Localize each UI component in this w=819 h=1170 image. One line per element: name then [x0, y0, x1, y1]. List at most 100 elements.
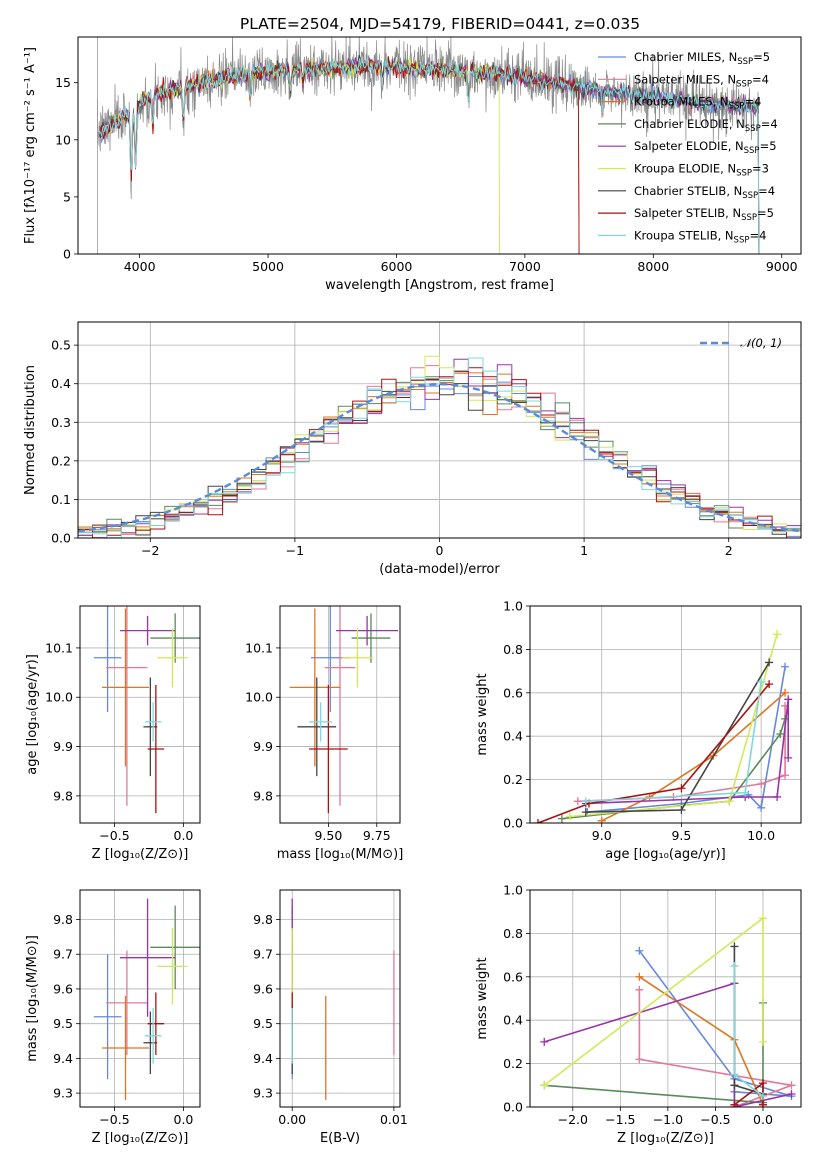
x-tick-label: −0.5 [99, 828, 129, 843]
y-tick-label: 0.8 [503, 642, 523, 657]
y-tick-label: 1.0 [503, 599, 523, 614]
mass-weight-marker [758, 1079, 767, 1088]
mass-weight-marker [741, 788, 750, 797]
legend-label: Chabrier MILES, NSSP=5 [634, 50, 770, 67]
residual-histogram-7 [78, 378, 801, 535]
y-tick-label: 10 [55, 132, 71, 147]
y-tick-label: 10.1 [245, 640, 273, 655]
plot-area [540, 914, 796, 1107]
residual-legend: 𝒩(0, 1) [700, 336, 782, 350]
y-tick-label: 9.8 [53, 912, 73, 927]
residual-histogram-6 [78, 355, 801, 532]
panel-age-vs-mass: 9.50 9.75 9.8 9.9 10.0 10.1 mass [log₁₀(M/M⊙)] [245, 605, 403, 862]
y-tick-label: 9.5 [53, 1016, 73, 1031]
panel-mass-weight-vs-age: 9.0 9.5 10.0 0.0 0.2 0.4 0.6 0.8 1.0 age [log₁₀(a… [475, 599, 802, 862]
y-tick-label: 9.3 [253, 1086, 273, 1101]
residual-histogram-2 [78, 365, 801, 538]
legend-label: Salpeter ELODIE, NSSP=5 [634, 139, 777, 156]
axes-frame: 9.0 9.5 10.0 0.0 0.2 0.4 0.6 0.8 1.0 age [log₁₀(a… [475, 599, 802, 862]
x-axis-label: E(B-V) [320, 1131, 360, 1146]
panel-residuals: −2 −1 0 1 2 0.0 0.1 0.2 0.3 0.4 0.5 (data-model)/er… [23, 321, 802, 577]
normal-reference-curve [78, 382, 801, 533]
mass-weight-marker [540, 1081, 549, 1090]
y-axis-label: mass [log₁₀(M/M⊙)] [25, 935, 40, 1062]
x-tick-label: 0.0 [174, 828, 194, 843]
mass-weight-marker [635, 972, 644, 981]
mass-weight-line-4 [544, 1002, 764, 1104]
y-tick-label: 9.7 [253, 947, 273, 962]
y-tick-label: 0.3 [51, 415, 71, 430]
x-tick-label: 0.0 [174, 1112, 194, 1127]
x-tick-label: 5000 [252, 259, 284, 274]
y-axis-label: mass weight [475, 957, 490, 1039]
axes-border [279, 889, 401, 1108]
mass-weight-marker [581, 808, 590, 817]
axes-border [77, 321, 802, 539]
y-tick-label: 10.0 [245, 690, 273, 705]
x-tick-label: 0.01 [380, 1112, 408, 1127]
x-tick-label: 9.5 [671, 828, 691, 843]
plot-area [96, 37, 760, 254]
mass-weight-marker [758, 1037, 767, 1046]
y-tick-label: 9.8 [53, 788, 73, 803]
mass-weight-marker [540, 1037, 549, 1046]
y-tick-label: 0.8 [503, 926, 523, 941]
legend-label: Chabrier ELODIE, NSSP=4 [634, 117, 778, 134]
y-tick-label: 9.5 [253, 1016, 273, 1031]
mass-weight-marker [765, 658, 774, 667]
y-axis-label: Flux [fλ10⁻¹⁷ erg cm⁻² s⁻¹ A⁻¹] [23, 47, 38, 244]
model-fit-line-2 [98, 58, 760, 254]
legend-label: Kroupa STELIB, NSSP=4 [634, 228, 766, 245]
plot-area [533, 630, 793, 823]
x-axis-label: Z [log₁₀(Z/Z⊙)] [92, 1131, 189, 1146]
plot-area [93, 898, 200, 1101]
axes-border [529, 605, 802, 824]
mass-weight-marker [677, 784, 686, 793]
legend-label: 𝒩(0, 1) [740, 336, 782, 350]
panel-age-vs-Z: −0.5 0.0 9.8 9.9 10.0 10.1 Z [log₁₀(Z/Z⊙)] age … [25, 605, 201, 862]
mass-weight-marker [730, 1100, 739, 1107]
y-tick-label: 0.4 [51, 376, 71, 391]
x-tick-label: −0.5 [700, 1112, 730, 1127]
panel-mass-vs-EBV: 0.00 0.01 9.3 9.4 9.5 9.6 9.7 9.8 E(B-V) [253, 889, 408, 1146]
mass-weight-marker [787, 1089, 796, 1098]
y-tick-label: 9.4 [53, 1051, 73, 1066]
y-tick-label: 0.0 [51, 531, 71, 546]
plot-area [78, 355, 801, 538]
y-tick-label: 10.0 [45, 690, 73, 705]
plot-area [291, 898, 395, 1101]
mass-weight-marker [784, 695, 793, 704]
x-tick-label: −1 [286, 543, 304, 558]
mass-weight-marker [781, 662, 790, 671]
y-tick-label: 9.8 [253, 788, 273, 803]
x-tick-label: −1.5 [605, 1112, 635, 1127]
mass-weight-marker [773, 630, 782, 639]
axes-border [529, 889, 802, 1108]
y-tick-label: 9.8 [253, 912, 273, 927]
mass-weight-line-1 [587, 666, 786, 813]
axes-frame: 9.50 9.75 9.8 9.9 10.0 10.1 mass [log₁₀(M/M⊙)] [245, 605, 403, 862]
y-tick-label: 0.4 [503, 729, 523, 744]
mass-weight-line-8 [537, 683, 770, 823]
axes-frame: −2.0 −1.5 −1.0 −0.5 0.0 0.0 0.2 0.4 0.6 0.8 1.0 Z [… [475, 883, 802, 1146]
panel-mass-vs-Z: −0.5 0.0 9.3 9.4 9.5 9.6 9.7 9.8 Z [log₁₀(Z/Z⊙)]… [25, 889, 201, 1146]
plot-area [93, 606, 200, 814]
mass-weight-marker [787, 1081, 796, 1090]
plot-area [289, 606, 399, 814]
y-tick-label: 9.6 [253, 981, 273, 996]
y-tick-label: 9.4 [253, 1051, 273, 1066]
mass-weight-line-3 [638, 976, 764, 1106]
axes-border [79, 889, 201, 1108]
x-tick-label: −1.0 [653, 1112, 683, 1127]
x-tick-label: −0.5 [99, 1112, 129, 1127]
mass-weight-marker [565, 812, 574, 821]
mass-weight-marker [573, 797, 582, 806]
mass-weight-marker [758, 1100, 767, 1107]
y-axis-label: age [log₁₀(age/yr)] [25, 654, 40, 775]
x-tick-label: 0 [436, 543, 444, 558]
mass-weight-marker [757, 803, 766, 812]
y-tick-label: 10.1 [45, 640, 73, 655]
mass-weight-marker [781, 771, 790, 780]
mass-weight-marker [597, 816, 606, 823]
axes-border [79, 605, 201, 824]
